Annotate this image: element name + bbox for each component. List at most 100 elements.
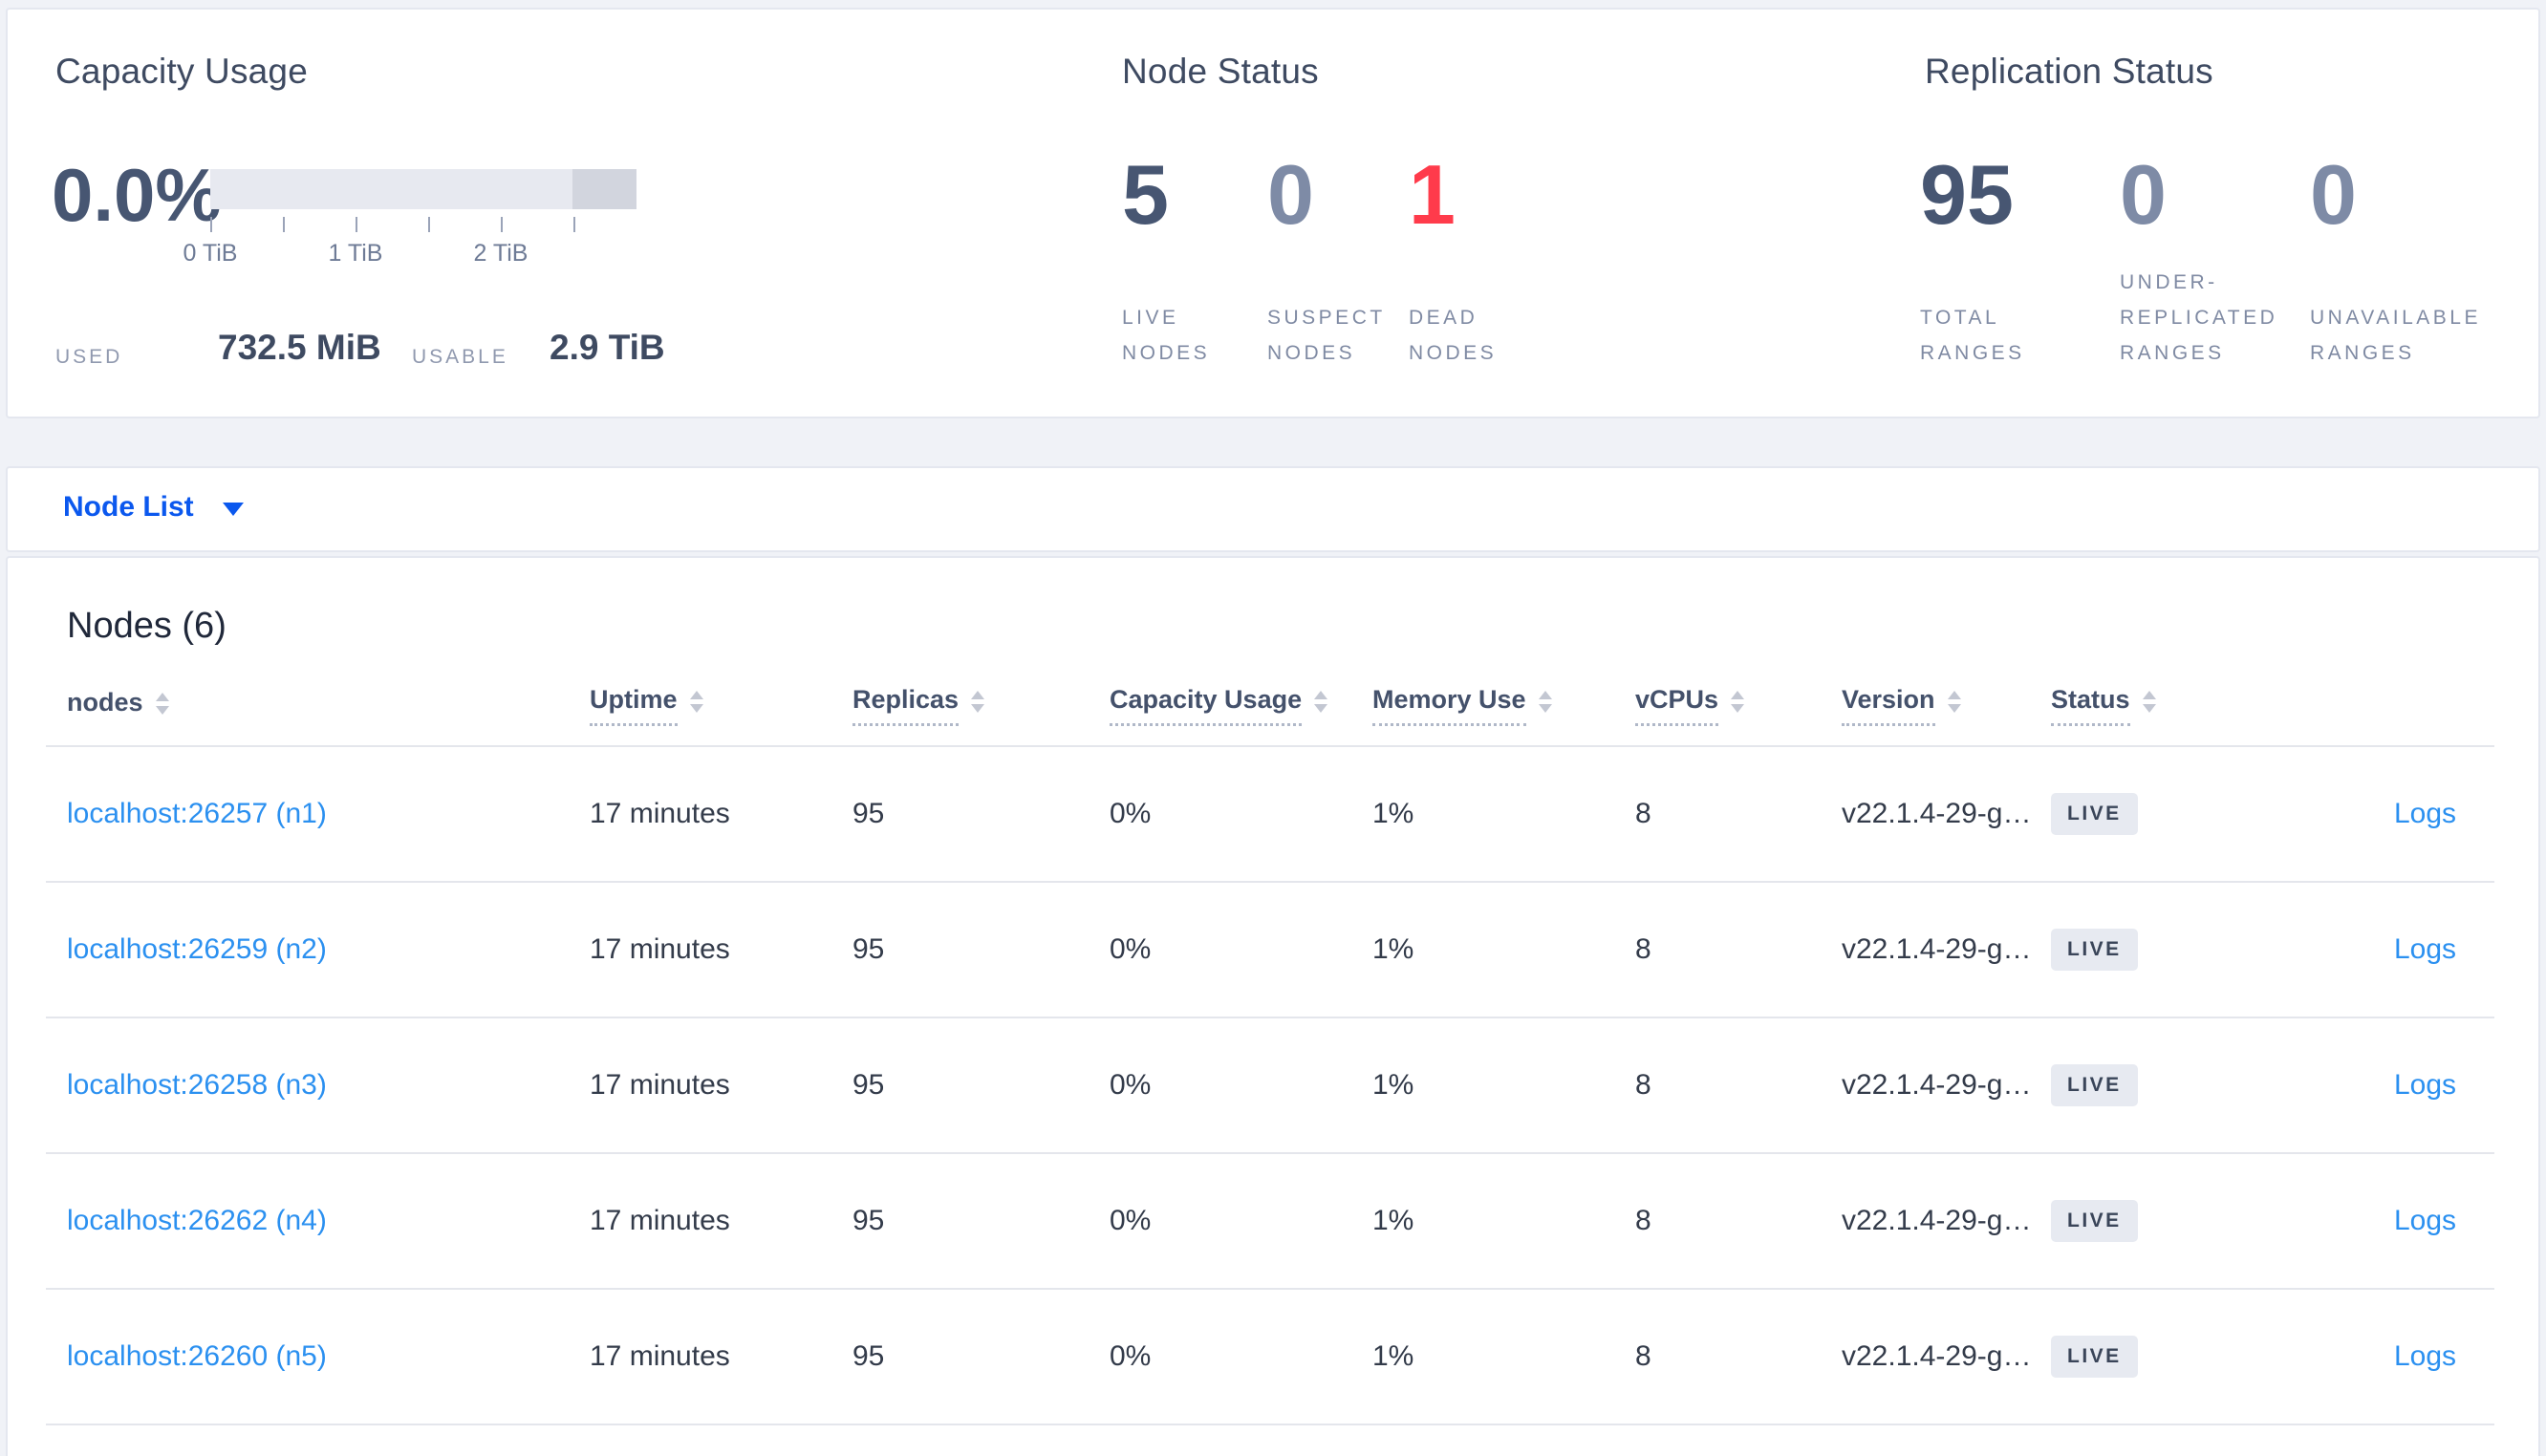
caret-down-icon [222,503,244,516]
column-header-vcpus[interactable]: vCPUs [1635,685,1842,726]
vcpus-cell: 8 [1635,1069,1651,1101]
table-row: localhost:26259 (n2) 17 minutes 95 0% 1%… [67,883,2481,1017]
sort-icon [155,692,169,715]
vcpus-cell: 8 [1635,1340,1651,1372]
total-ranges-count: 95 [1920,147,2014,242]
column-header-label: vCPUs [1635,685,1719,726]
column-header-replicas[interactable]: Replicas [852,685,1110,726]
sort-icon [1314,691,1328,713]
dead-nodes-stat: 1 DEAD NODES [1409,147,1494,371]
replicas-cell: 95 [852,798,885,829]
sort-icon [1538,691,1552,713]
version-cell: v22.1.4-29-g… [1842,1069,2032,1101]
node-list-dropdown-label: Node List [63,491,194,523]
header-separator [46,745,2494,747]
status-badge: LIVE [2051,929,2138,971]
sort-icon [1947,691,1961,713]
live-nodes-count: 5 [1122,147,1169,242]
vcpus-cell: 8 [1635,1205,1651,1236]
axis-tick [356,217,357,232]
table-row: localhost:26258 (n3) 17 minutes 95 0% 1%… [67,1018,2481,1152]
version-cell: v22.1.4-29-g… [1842,1340,2032,1372]
column-header-nodes[interactable]: nodes [67,688,590,726]
node-link[interactable]: localhost:26260 (n5) [67,1340,327,1372]
total-ranges-stat: 95 TOTAL RANGES [1920,147,2021,371]
column-header-uptime[interactable]: Uptime [590,685,852,726]
axis-tick [283,217,285,232]
node-link[interactable]: localhost:26258 (n3) [67,1069,327,1101]
column-header-label: Capacity Usage [1110,685,1303,726]
row-separator [46,1288,2494,1290]
replication-status-title: Replication Status [1925,52,2213,91]
version-cell: v22.1.4-29-g… [1842,1205,2032,1236]
nodes-table-card: Nodes (6) nodes Uptime Replicas Capacity… [6,556,2540,1456]
sort-icon [1731,691,1745,713]
version-cell: v22.1.4-29-g… [1842,933,2032,965]
logs-link[interactable]: Logs [2394,1340,2457,1372]
used-value: 732.5 MiB [218,328,381,367]
column-header-status[interactable]: Status [2051,685,2394,726]
sort-icon [689,691,703,713]
unavailable-ranges-count: 0 [2310,147,2357,242]
uptime-cell: 17 minutes [590,933,730,965]
node-list-dropdown[interactable]: Node List [63,491,244,524]
logs-link[interactable]: Logs [2394,798,2457,829]
column-header-version[interactable]: Version [1842,685,2051,726]
logs-link[interactable]: Logs [2394,1069,2457,1101]
under-replicated-ranges-label: UNDER- REPLICATED RANGES [2120,271,2278,364]
column-header-label: Uptime [590,685,678,726]
uptime-cell: 17 minutes [590,1340,730,1372]
column-header-label: Replicas [852,685,960,726]
node-link[interactable]: localhost:26262 (n4) [67,1205,327,1236]
capacity-cell: 0% [1110,798,1152,829]
total-ranges-label: TOTAL RANGES [1920,307,2025,364]
axis-tick-label: 2 TiB [473,240,529,267]
sort-icon [971,691,985,713]
uptime-cell: 17 minutes [590,1069,730,1101]
suspect-nodes-label: SUSPECT NODES [1267,307,1386,364]
capacity-usage-bar: 0 TiB 1 TiB 2 TiB [183,169,636,267]
live-nodes-label: LIVE NODES [1122,307,1211,364]
dead-nodes-label: DEAD NODES [1409,307,1498,364]
column-header-label: nodes [67,688,143,717]
logs-link[interactable]: Logs [2394,1205,2457,1236]
version-cell: v22.1.4-29-g… [1842,798,2032,829]
column-header-memory-use[interactable]: Memory Use [1372,685,1635,726]
replicas-cell: 95 [852,1205,885,1236]
vcpus-cell: 8 [1635,798,1651,829]
status-badge: LIVE [2051,1064,2138,1106]
view-selector-bar: Node List [6,466,2540,552]
uptime-cell: 17 minutes [590,1205,730,1236]
under-replicated-ranges-stat: 0 UNDER- REPLICATED RANGES [2120,153,2275,371]
table-row: localhost:26262 (n4) 17 minutes 95 0% 1%… [67,1154,2481,1288]
capacity-percent-value: 0.0% [52,153,222,237]
node-link[interactable]: localhost:26259 (n2) [67,933,327,965]
memory-cell: 1% [1372,1205,1414,1236]
axis-tick-label: 1 TiB [328,240,383,267]
replicas-cell: 95 [852,1340,885,1372]
capacity-bar-reserved-segment [572,169,636,209]
sort-icon [2142,691,2156,713]
status-badge: LIVE [2051,1336,2138,1378]
unavailable-ranges-stat: 0 UNAVAILABLE RANGES [2310,147,2477,371]
memory-cell: 1% [1372,1069,1414,1101]
row-separator [46,1424,2494,1425]
capacity-usage-title: Capacity Usage [55,52,308,91]
capacity-cell: 0% [1110,1205,1152,1236]
used-label: USED [55,346,123,368]
logs-link[interactable]: Logs [2394,933,2457,965]
column-header-label: Memory Use [1372,685,1526,726]
status-badge: LIVE [2051,793,2138,835]
axis-tick [501,217,503,232]
node-status-title: Node Status [1122,52,1319,91]
memory-cell: 1% [1372,933,1414,965]
axis-tick [210,217,212,232]
row-separator [46,881,2494,883]
row-separator [46,1017,2494,1018]
suspect-nodes-stat: 0 SUSPECT NODES [1267,153,1382,371]
table-header-row: nodes Uptime Replicas Capacity Usage Mem… [67,685,2481,726]
column-header-label: Status [2051,685,2130,726]
column-header-capacity-usage[interactable]: Capacity Usage [1110,685,1372,726]
node-link[interactable]: localhost:26257 (n1) [67,798,327,829]
dead-nodes-count: 1 [1409,147,1456,242]
